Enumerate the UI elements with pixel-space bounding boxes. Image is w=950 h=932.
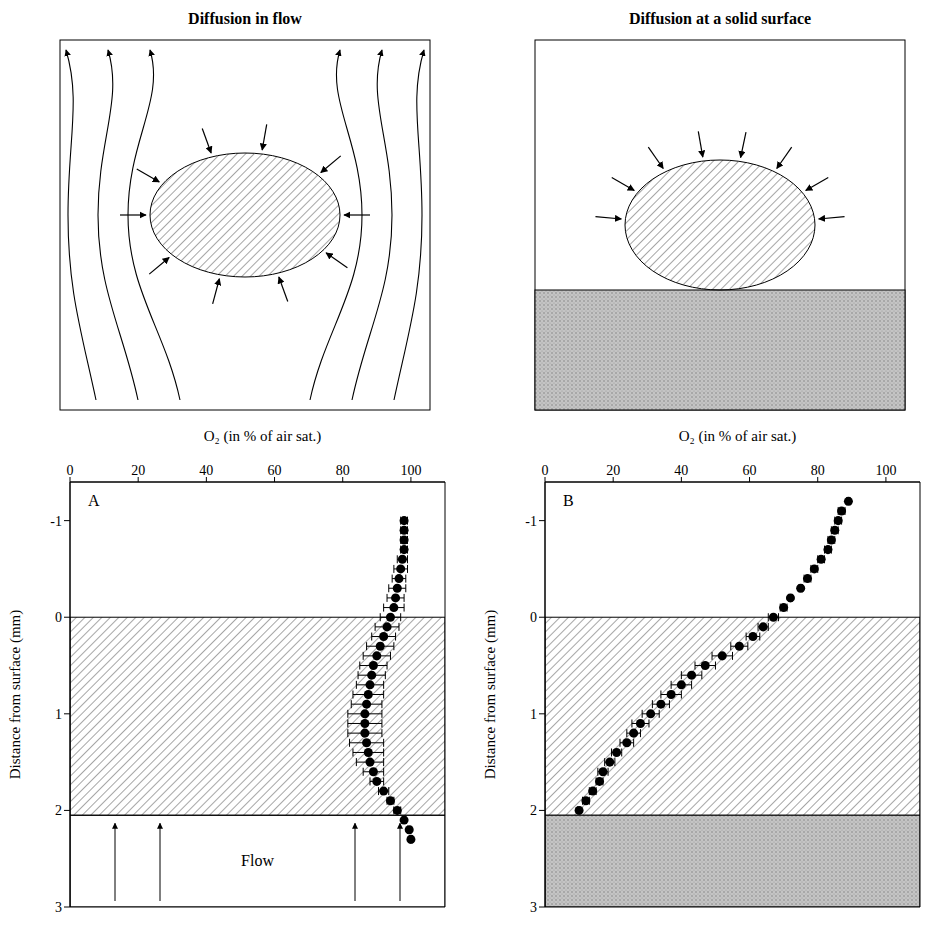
svg-text:3: 3 [530,900,537,915]
svg-text:-1: -1 [525,514,537,529]
svg-text:20: 20 [131,463,145,478]
svg-text:60: 60 [268,463,282,478]
svg-text:Diffusion in flow: Diffusion in flow [188,10,302,27]
svg-text:0: 0 [530,610,537,625]
svg-text:100: 100 [875,463,896,478]
html-text:O₂ (in % of air sat.): O₂ (in % of air sat.) [678,428,797,444]
html-text:A: A [88,492,100,509]
svg-text:1: 1 [530,707,537,722]
svg-text:0: 0 [55,610,62,625]
svg-text:2: 2 [530,803,537,818]
svg-text:Flow: Flow [241,852,274,869]
svg-text:40: 40 [199,463,213,478]
svg-text:-1: -1 [50,514,62,529]
svg-text:80: 80 [811,463,825,478]
svg-text:0: 0 [67,463,74,478]
svg-text:Distance from surface (mm): Distance from surface (mm) [7,610,24,780]
html-text:O₂ (in % of air sat.): O₂ (in % of air sat.) [203,428,322,444]
svg-text:1: 1 [55,707,62,722]
svg-text:Distance from surface (mm): Distance from surface (mm) [482,610,499,780]
svg-text:2: 2 [55,803,62,818]
svg-text:20: 20 [606,463,620,478]
svg-text:100: 100 [400,463,421,478]
svg-text:60: 60 [743,463,757,478]
svg-text:3: 3 [55,900,62,915]
html-text:B: B [563,492,574,509]
svg-text:80: 80 [336,463,350,478]
svg-text:0: 0 [542,463,549,478]
svg-text:40: 40 [674,463,688,478]
svg-text:Diffusion at a solid surface: Diffusion at a solid surface [629,10,811,27]
